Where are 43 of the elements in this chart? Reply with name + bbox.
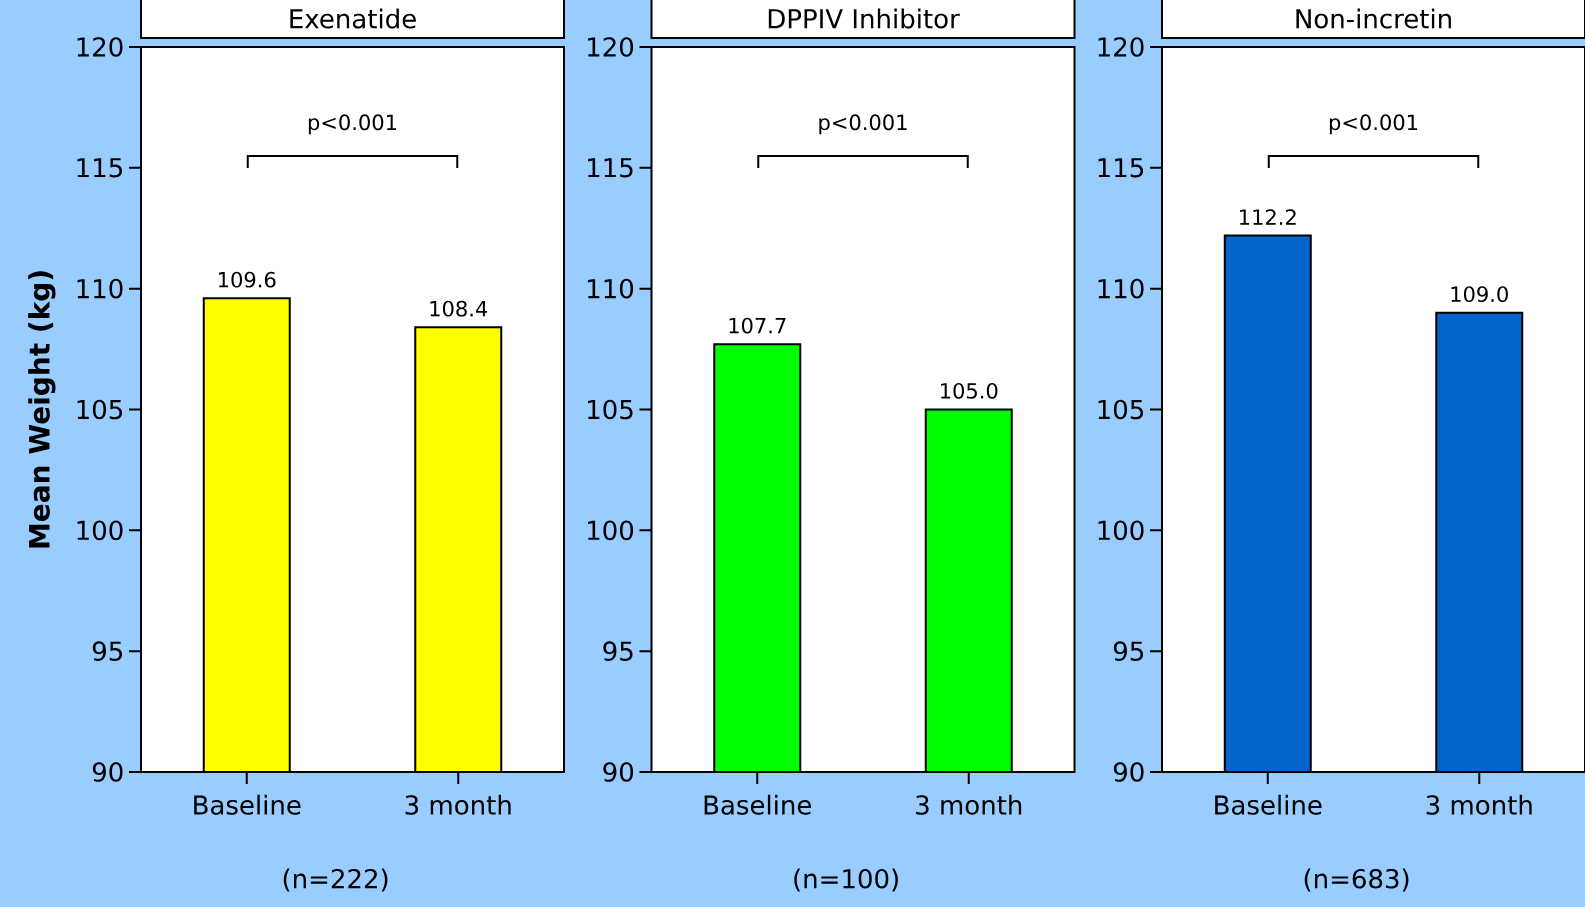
x-tick-label: Baseline <box>194 794 301 815</box>
y-tick-label: 105 <box>77 399 122 420</box>
y-tick-label: 95 <box>603 641 633 662</box>
annotation: p<0.001 <box>308 114 397 135</box>
y-tick-label: 105 <box>1098 399 1144 420</box>
chart-title: Exenatide <box>290 8 416 29</box>
data-label: 109.0 <box>1451 286 1508 303</box>
data-label: 105.0 <box>941 382 998 399</box>
y-tick-label: 100 <box>1098 520 1144 541</box>
y-tick-label: 90 <box>1113 762 1144 782</box>
y-tick-label: 115 <box>1098 158 1144 178</box>
annotation: p<0.001 <box>819 114 907 135</box>
text: (n=100) <box>794 868 898 892</box>
y-tick-label: 120 <box>77 37 123 57</box>
text: (n=683) <box>1304 868 1409 892</box>
x-tick-label: 3 month <box>916 794 1022 815</box>
y-tick-label: 100 <box>588 520 634 541</box>
x-tick-label: Baseline <box>1215 794 1322 815</box>
chart-title: Non-incretin <box>1296 8 1451 29</box>
y-tick-label: 95 <box>1113 641 1144 662</box>
y-axis-title: Mean Weight (kg) <box>28 271 56 548</box>
data-label: 107.7 <box>729 317 786 334</box>
y-tick-label: 110 <box>588 278 634 299</box>
y-tick-label: 90 <box>603 762 634 782</box>
data-label: 109.6 <box>218 271 276 288</box>
y-tick-label: 120 <box>1098 37 1144 57</box>
x-tick-label: 3 month <box>405 794 511 815</box>
annotation: p<0.001 <box>1329 114 1418 135</box>
text: (n=222) <box>283 868 388 892</box>
y-tick-label: 110 <box>1098 278 1144 299</box>
y-tick-label: 110 <box>77 278 123 299</box>
data-label: 108.4 <box>430 300 488 317</box>
x-tick-label: 3 month <box>1426 794 1532 815</box>
data-label: 112.2 <box>1240 209 1296 225</box>
chart-title: DPPIV Inhibitor <box>768 8 960 29</box>
y-tick-label: 90 <box>92 762 123 782</box>
y-tick-label: 105 <box>588 399 633 420</box>
y-tick-label: 100 <box>77 520 123 541</box>
y-tick-label: 115 <box>588 158 633 178</box>
y-tick-label: 115 <box>77 158 122 178</box>
x-tick-label: Baseline <box>704 794 812 815</box>
y-tick-label: 120 <box>588 37 634 57</box>
y-tick-label: 95 <box>92 641 122 662</box>
